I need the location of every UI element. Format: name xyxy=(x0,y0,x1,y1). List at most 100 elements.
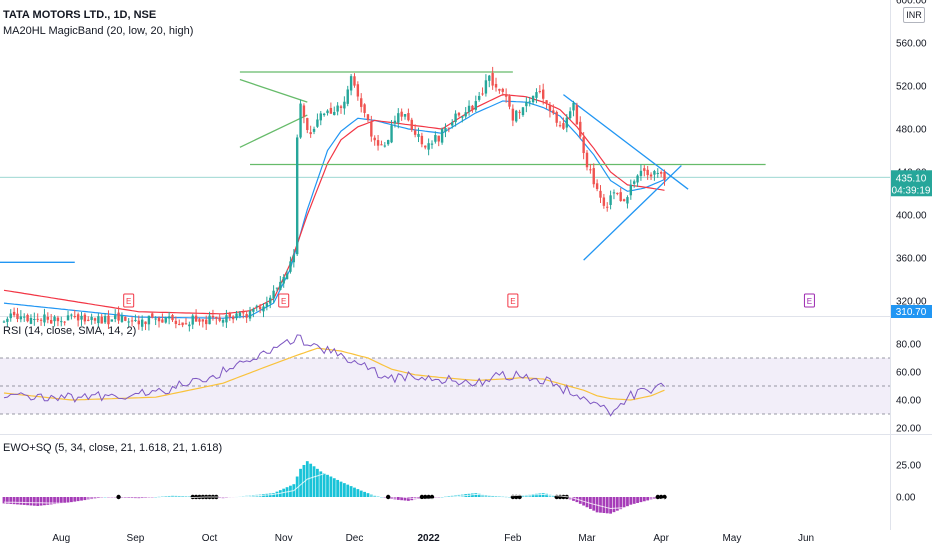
price-candle xyxy=(258,306,262,310)
ewo-bar xyxy=(538,493,542,497)
ewo-bar xyxy=(218,497,222,499)
ewo-bar xyxy=(356,489,360,497)
price-candle xyxy=(531,95,535,103)
price-candle xyxy=(205,319,208,325)
ewo-bar xyxy=(535,493,538,497)
price-candle xyxy=(565,117,568,128)
price-candle xyxy=(9,313,12,319)
price-candle xyxy=(73,316,76,318)
price-candle xyxy=(494,83,498,88)
rsi-legend[interactable]: RSI (14, close, SMA, 14, 2) xyxy=(3,325,137,337)
price-candle xyxy=(157,317,161,322)
ewo-bar xyxy=(481,494,484,497)
price-candle xyxy=(464,112,467,117)
price-candle xyxy=(437,135,440,142)
ewo-bar xyxy=(2,497,6,504)
ewo-bar xyxy=(373,495,377,497)
price-candle xyxy=(164,317,167,323)
price-candle xyxy=(572,102,575,111)
ewo-bar xyxy=(322,473,326,497)
ewo-bar xyxy=(53,497,56,505)
ewo-bar xyxy=(444,496,447,498)
rsi-ma-line xyxy=(3,347,665,401)
ewo-bar xyxy=(319,471,323,497)
bar-countdown: 04:39:19 xyxy=(892,185,931,196)
ewo-bar xyxy=(164,496,168,497)
price-candle xyxy=(184,323,188,325)
price-candle xyxy=(417,133,420,137)
symbol-title[interactable]: TATA MOTORS LTD., 1D, NSE xyxy=(3,9,157,21)
ewo-bar xyxy=(49,497,53,505)
price-candle xyxy=(269,297,272,304)
ewo-bar xyxy=(12,497,16,505)
ewo-tick-label: 0.00 xyxy=(896,493,916,504)
price-candle xyxy=(595,183,599,190)
squeeze-dot xyxy=(429,494,435,500)
price-candle xyxy=(504,94,508,97)
price-candle xyxy=(339,106,343,108)
indicator-legend[interactable]: MA20HL MagicBand (20, low, 20, high) xyxy=(3,25,194,37)
price-candle xyxy=(582,137,585,154)
price-candle xyxy=(97,316,100,324)
ewo-bar xyxy=(524,494,528,497)
price-candle xyxy=(66,315,70,321)
price-candle xyxy=(198,319,201,322)
price-candle xyxy=(60,321,63,323)
price-candle xyxy=(424,145,427,148)
currency-label[interactable]: INR xyxy=(903,7,925,23)
price-candle xyxy=(312,128,316,132)
ewo-bar xyxy=(551,495,555,497)
ewo-bar xyxy=(150,497,154,498)
price-candle xyxy=(467,105,471,112)
ewo-legend[interactable]: EWO+SQ (5, 34, close, 21, 1.618, 21, 1.6… xyxy=(3,442,223,454)
earnings-marker xyxy=(803,293,815,308)
price-candle xyxy=(535,92,538,98)
earnings-marker-label: E xyxy=(510,297,515,306)
price-candle xyxy=(386,140,390,145)
price-candle xyxy=(117,312,120,321)
ewo-bar xyxy=(545,493,548,497)
ewo-bar xyxy=(22,497,26,505)
ewo-bar xyxy=(339,481,343,497)
ewo-bar xyxy=(154,497,158,498)
ewo-bar xyxy=(43,497,46,506)
rsi-tick-label: 80.00 xyxy=(896,340,921,351)
time-axis-label: Aug xyxy=(52,533,70,544)
ewo-bar xyxy=(107,497,110,498)
price-candle xyxy=(619,192,622,201)
ewo-bar xyxy=(177,495,181,497)
price-candle xyxy=(137,320,140,325)
price-candle xyxy=(154,318,157,320)
ewo-bar xyxy=(221,497,225,499)
price-candle xyxy=(295,137,299,255)
price-candle xyxy=(124,316,127,321)
ewo-bar xyxy=(639,497,643,503)
ewo-bar xyxy=(487,495,491,497)
price-candle xyxy=(336,105,339,112)
price-candle xyxy=(201,319,205,322)
price-candle xyxy=(622,199,626,202)
ewo-bar xyxy=(147,497,151,498)
ewo-bar xyxy=(363,491,366,497)
price-candle xyxy=(282,276,285,284)
ewo-bar xyxy=(73,497,77,502)
price-candle xyxy=(245,314,248,318)
price-candle xyxy=(403,113,407,117)
ewo-bar xyxy=(309,463,313,497)
ewo-tick-label: 25.00 xyxy=(896,461,921,472)
price-candle xyxy=(319,113,322,121)
ewo-bar xyxy=(400,497,404,501)
ewo-bar xyxy=(93,497,97,499)
ewo-bar xyxy=(572,497,575,501)
ewo-bar xyxy=(646,497,650,501)
price-candle xyxy=(329,107,333,114)
price-candle xyxy=(70,314,73,316)
ewo-bar xyxy=(437,497,441,498)
price-candle xyxy=(616,192,619,194)
price-candle xyxy=(400,111,403,117)
ewo-bar xyxy=(174,495,178,497)
price-candle xyxy=(552,110,555,114)
price-candle xyxy=(451,122,454,126)
